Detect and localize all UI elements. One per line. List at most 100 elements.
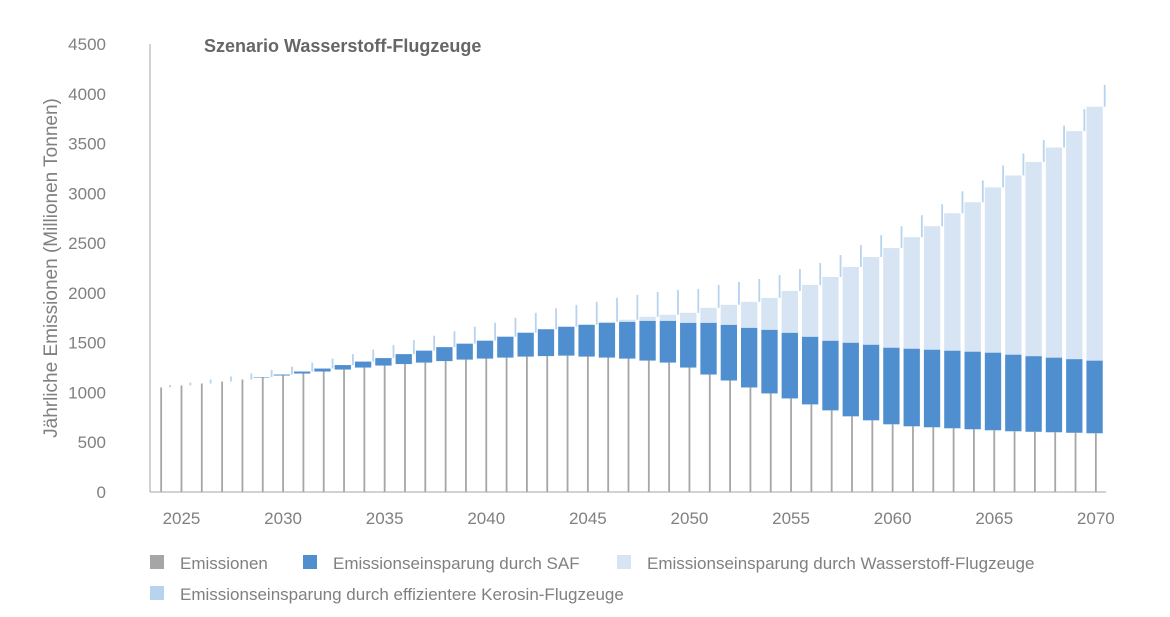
- bar-emissionen: [444, 361, 447, 492]
- bar-stack-2068: [1045, 125, 1065, 492]
- bar-stack-2032: [314, 358, 334, 492]
- bar-stack-2047: [619, 294, 639, 492]
- bar-emissionen: [688, 367, 691, 492]
- y-tick-label: 1500: [68, 334, 106, 353]
- bar-kerosin-einsparung: [412, 340, 415, 355]
- legend-label: Emissionseinsparung durch effizientere K…: [180, 585, 624, 604]
- bar-wasserstoff-einsparung: [923, 226, 941, 350]
- legend-item: Emissionseinsparung durch SAF: [303, 554, 580, 573]
- bar-saf-einsparung: [1086, 360, 1103, 434]
- bar-stack-2039: [456, 326, 476, 492]
- bar-kerosin-einsparung: [595, 301, 598, 325]
- bar-emissionen: [404, 364, 406, 492]
- y-tick-label: 2000: [68, 284, 106, 303]
- bar-wasserstoff-einsparung: [801, 284, 819, 337]
- bar-stack-2054: [761, 274, 781, 492]
- bar-kerosin-einsparung: [636, 294, 639, 320]
- bar-stack-2030: [273, 366, 293, 492]
- bar-stack-2036: [395, 340, 415, 492]
- bar-emissionen: [993, 430, 996, 492]
- bar-saf-einsparung: [700, 322, 717, 375]
- bar-stack-2052: [720, 281, 740, 492]
- bar-saf-einsparung: [395, 354, 412, 365]
- y-tick-label: 3000: [68, 184, 106, 203]
- legend-swatch: [150, 555, 164, 569]
- bar-emissionen: [180, 385, 183, 492]
- bar-emissionen: [261, 377, 264, 492]
- bar-wasserstoff-einsparung: [1045, 147, 1063, 358]
- bar-emissionen: [769, 393, 772, 492]
- bar-stack-2043: [537, 308, 557, 492]
- y-tick-label: 500: [78, 433, 106, 452]
- bar-emissionen: [200, 383, 203, 492]
- bar-wasserstoff-einsparung: [1005, 175, 1022, 355]
- bar-saf-einsparung: [598, 322, 616, 358]
- bar-kerosin-einsparung: [372, 349, 375, 362]
- bar-kerosin-einsparung: [778, 274, 781, 298]
- bar-stack-2028: [241, 373, 253, 492]
- bar-kerosin-einsparung: [941, 204, 944, 227]
- bar-saf-einsparung: [639, 320, 656, 361]
- bar-kerosin-einsparung: [1022, 153, 1025, 176]
- bar-kerosin-einsparung: [230, 376, 232, 382]
- bar-stack-2033: [334, 354, 354, 492]
- bar-emissionen: [810, 404, 813, 492]
- bar-emissionen: [343, 369, 345, 492]
- bar-emissionen: [282, 375, 284, 492]
- bar-saf-einsparung: [964, 351, 981, 430]
- bar-emissionen: [586, 356, 589, 492]
- bar-emissionen: [363, 367, 366, 492]
- legend-swatch: [617, 555, 631, 569]
- bar-wasserstoff-einsparung: [862, 257, 880, 345]
- bar-emissionen: [221, 381, 224, 492]
- bar-wasserstoff-einsparung: [700, 307, 717, 323]
- bar-kerosin-einsparung: [555, 308, 557, 330]
- bar-kerosin-einsparung: [250, 373, 253, 380]
- bar-emissionen: [1033, 431, 1036, 492]
- bar-wasserstoff-einsparung: [781, 290, 798, 333]
- bar-wasserstoff-einsparung: [964, 202, 981, 352]
- bar-emissionen: [871, 420, 874, 492]
- bar-stack-2038: [436, 331, 456, 492]
- bar-stack-2057: [822, 255, 842, 492]
- bar-saf-einsparung: [741, 327, 758, 388]
- bar-saf-einsparung: [375, 358, 392, 366]
- bar-kerosin-einsparung: [534, 312, 537, 333]
- bar-stack-2059: [862, 235, 883, 492]
- bar-saf-einsparung: [436, 347, 453, 362]
- bar-saf-einsparung: [761, 329, 778, 394]
- bar-emissionen: [241, 379, 244, 492]
- bar-saf-einsparung: [923, 349, 941, 428]
- bar-kerosin-einsparung: [169, 384, 171, 388]
- bar-stack-2049: [659, 289, 679, 492]
- bar-kerosin-einsparung: [575, 304, 578, 327]
- bar-emissionen: [424, 362, 427, 492]
- bar-stack-2069: [1066, 109, 1086, 492]
- bar-kerosin-einsparung: [433, 335, 436, 351]
- bar-wasserstoff-einsparung: [1025, 161, 1042, 357]
- bar-saf-einsparung: [720, 324, 738, 381]
- legend-item: Emissionseinsparung durch effizientere K…: [150, 585, 624, 604]
- bar-emissionen: [1094, 433, 1097, 492]
- bar-stack-2040: [476, 322, 497, 492]
- bar-kerosin-einsparung: [189, 382, 192, 386]
- x-tick-label: 2030: [264, 509, 302, 528]
- bar-emissionen: [1074, 432, 1077, 492]
- bar-saf-einsparung: [558, 326, 575, 356]
- bar-kerosin-einsparung: [677, 289, 679, 315]
- bar-kerosin-einsparung: [717, 284, 720, 308]
- bar-stack-2025: [180, 382, 192, 492]
- bar-stack-2024: [160, 384, 171, 492]
- bar-wasserstoff-einsparung: [822, 276, 839, 341]
- x-tick-label: 2040: [467, 509, 505, 528]
- bar-saf-einsparung: [273, 374, 290, 376]
- bar-kerosin-einsparung: [291, 366, 293, 375]
- bar-saf-einsparung: [903, 348, 920, 427]
- bar-stack-2034: [354, 349, 375, 492]
- bar-wasserstoff-einsparung: [1066, 131, 1083, 360]
- legend-label: Emissionen: [180, 554, 268, 573]
- bar-saf-einsparung: [1066, 359, 1083, 433]
- bar-stack-2026: [200, 379, 212, 492]
- bar-wasserstoff-einsparung: [619, 319, 636, 322]
